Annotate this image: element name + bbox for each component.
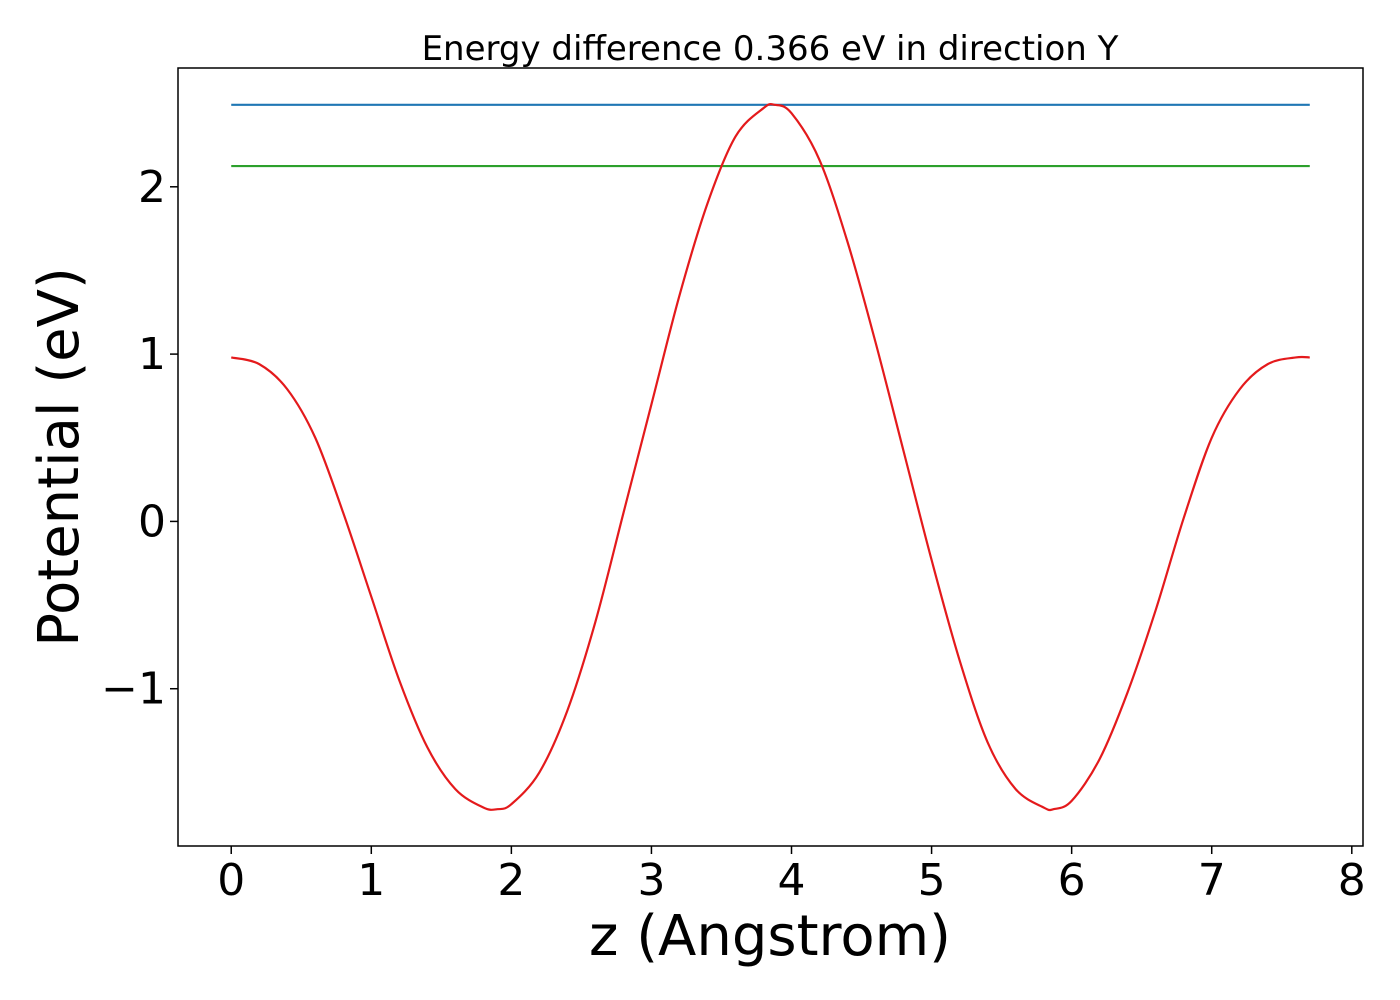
plot-area — [178, 68, 1363, 846]
x-tick-label: 3 — [637, 855, 665, 906]
x-tick-label: 0 — [217, 855, 245, 906]
x-tick-label: 8 — [1338, 855, 1366, 906]
y-axis-ticks: −1 0 1 2 — [101, 162, 178, 715]
x-tick-label: 5 — [918, 855, 946, 906]
chart-title: Energy difference 0.366 eV in direction … — [422, 29, 1119, 69]
x-tick-label: 7 — [1198, 855, 1226, 906]
y-tick-label: 1 — [138, 329, 166, 380]
y-tick-label: −1 — [101, 664, 166, 715]
y-tick-label: 0 — [138, 496, 166, 547]
x-tick-label: 4 — [778, 855, 806, 906]
x-axis-title: z (Angstrom) — [589, 904, 951, 969]
x-tick-label: 2 — [497, 855, 525, 906]
x-axis-ticks: 0 1 2 3 4 5 6 7 8 — [217, 846, 1366, 906]
x-tick-label: 1 — [357, 855, 385, 906]
x-tick-label: 6 — [1058, 855, 1086, 906]
y-axis-title: Potential (eV) — [27, 267, 92, 647]
y-tick-label: 2 — [138, 162, 166, 213]
